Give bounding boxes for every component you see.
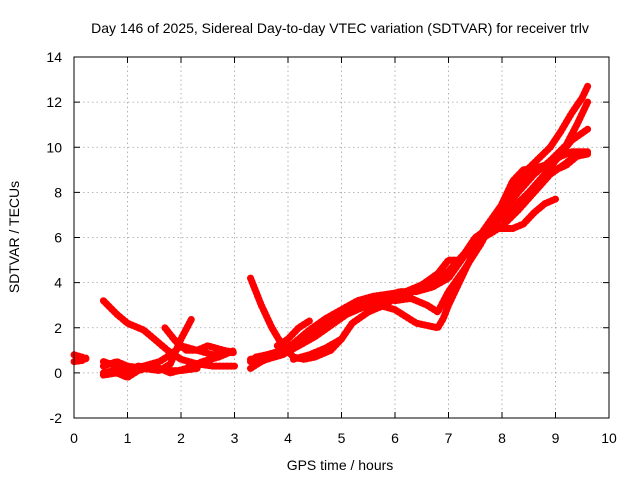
series-line-core-s15 [292,337,343,361]
series-line-core-s17 [500,152,589,205]
x-tick-label: 4 [284,430,292,446]
x-tick-label: 10 [601,430,617,446]
x-tick-labels: 0 1 2 3 4 5 6 7 8 9 10 [70,430,617,446]
x-tick-label: 6 [391,430,399,446]
series-line-core-s14 [276,319,311,348]
chart-title: Day 146 of 2025, Sidereal Day-to-day VTE… [91,20,589,36]
series-line-core-s8 [102,364,199,375]
x-tick-label: 9 [552,430,560,446]
series-line-core-s7 [163,326,236,354]
x-tick-label: 5 [338,430,346,446]
y-tick-label: 2 [54,320,62,336]
series-layer [70,82,592,381]
y-tick-label: 12 [46,94,62,110]
y-tick-label: 0 [54,365,62,381]
x-axis-label: GPS time / hours [287,457,394,473]
y-tick-labels: -2 0 2 4 6 8 10 12 14 [46,49,62,426]
series-line-core-s2 [72,355,89,363]
y-tick-label: 8 [54,184,62,200]
series-line-core-s16 [393,150,589,314]
y-tick-label: 4 [54,275,62,291]
y-tick-label: 10 [46,139,62,155]
x-tick-label: 2 [177,430,185,446]
x-tick-label: 1 [124,430,132,446]
y-tick-label: 6 [54,230,62,246]
y-tick-label: -2 [50,410,63,426]
x-tick-label: 0 [70,430,78,446]
series-line-s13 [252,82,592,361]
series-line-core-s3 [102,299,236,368]
series-line-core-s13 [254,85,589,359]
x-tick-label: 3 [231,430,239,446]
y-axis-label: SDTVAR / TECUs [6,181,22,293]
x-tick-label: 7 [445,430,453,446]
axis-ticks [73,56,610,419]
y-tick-label: 14 [46,49,62,65]
x-tick-label: 8 [498,430,506,446]
series-line-core-s12 [249,127,589,363]
